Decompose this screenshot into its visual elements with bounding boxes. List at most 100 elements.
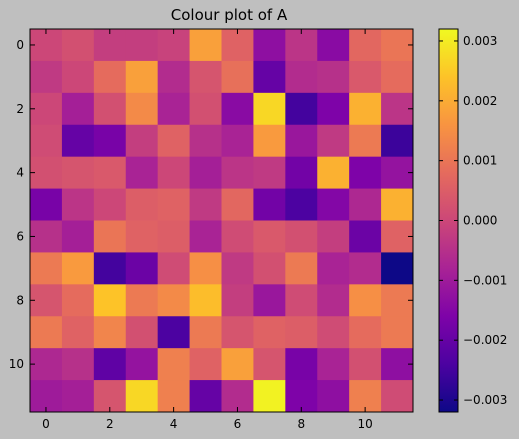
heatmap-cell xyxy=(317,29,350,62)
heatmap-cell xyxy=(157,316,190,349)
heatmap-cell xyxy=(189,316,222,349)
heatmap-cell xyxy=(317,92,350,126)
y-axis-ticks: 0 2 4 6 8 10 xyxy=(9,38,413,371)
colorbar-tick-label: 0.003 xyxy=(463,34,497,48)
heatmap-cell xyxy=(253,284,286,317)
heatmap-cell xyxy=(93,252,127,285)
colorbar-tick-label: 0.001 xyxy=(463,154,497,168)
heatmap-cell xyxy=(381,316,414,349)
heatmap-cell xyxy=(157,29,190,62)
heatmap-cell xyxy=(125,156,159,189)
heatmap-cell xyxy=(349,220,382,253)
heatmap-cell xyxy=(157,92,190,126)
heatmap-cell xyxy=(221,92,254,126)
heatmap-cell xyxy=(189,348,222,381)
heatmap-cell xyxy=(317,284,350,317)
heatmap-cell xyxy=(93,348,127,381)
heatmap-cell xyxy=(253,29,286,62)
heatmap-cell xyxy=(61,92,95,126)
heatmap-cell xyxy=(285,92,318,126)
heatmap-cell xyxy=(189,252,222,285)
heatmap-cell xyxy=(125,252,159,285)
heatmap-cell xyxy=(189,29,222,62)
colorbar-tick-label: −0.003 xyxy=(463,393,507,407)
heatmap-cell xyxy=(30,92,63,126)
heatmap-cell xyxy=(317,124,350,158)
heatmap-cell xyxy=(30,252,63,285)
heatmap-cell xyxy=(30,29,63,62)
heatmap-cell xyxy=(157,348,190,381)
heatmap-cell xyxy=(61,380,95,413)
x-tick-label: 8 xyxy=(297,417,305,431)
heatmap-cell xyxy=(93,284,127,317)
heatmap-cell xyxy=(93,60,127,94)
heatmap-cell xyxy=(157,124,190,158)
x-tick-label: 2 xyxy=(106,417,114,431)
heatmap-cell xyxy=(125,124,159,158)
colorbar-ticks: 0.003 0.002 0.001 0.000 −0.001 −0.002 −0.003 xyxy=(439,34,507,407)
heatmap-cell xyxy=(349,124,382,158)
heatmap-cell xyxy=(221,124,254,158)
heatmap-cell xyxy=(125,316,159,349)
heatmap-cell xyxy=(221,220,254,253)
heatmap-cell xyxy=(61,29,95,62)
heatmap-cell xyxy=(221,316,254,349)
heatmap-cell xyxy=(285,284,318,317)
heatmap-cell xyxy=(221,60,254,94)
heatmap-cell xyxy=(285,29,318,62)
heatmap-cell xyxy=(285,188,318,221)
heatmap-cell xyxy=(253,92,286,126)
heatmap-cell xyxy=(61,156,95,189)
heatmap-cell xyxy=(349,284,382,317)
heatmap-cell xyxy=(189,220,222,253)
heatmap-cell xyxy=(317,188,350,221)
y-tick-label: 8 xyxy=(16,293,24,307)
heatmap-cells xyxy=(30,29,414,413)
heatmap-cell xyxy=(125,348,159,381)
y-tick-label: 2 xyxy=(16,102,24,116)
x-axis-ticks: 0 2 4 6 8 10 xyxy=(42,29,373,431)
heatmap-cell xyxy=(381,252,414,285)
heatmap-cell xyxy=(253,252,286,285)
heatmap-cell xyxy=(30,316,63,349)
heatmap-cell xyxy=(317,156,350,189)
y-tick-label: 4 xyxy=(16,166,24,180)
colorbar-tick-label: −0.002 xyxy=(463,333,507,347)
heatmap-cell xyxy=(125,220,159,253)
heatmap-cell xyxy=(285,316,318,349)
heatmap-cell xyxy=(189,60,222,94)
heatmap-cell xyxy=(157,252,190,285)
heatmap-cell xyxy=(93,29,127,62)
heatmap-cell xyxy=(285,124,318,158)
heatmap-cell xyxy=(221,252,254,285)
heatmap-cell xyxy=(253,188,286,221)
heatmap-cell xyxy=(125,60,159,94)
heatmap-cell xyxy=(93,124,127,158)
colorbar-tick-label: 0.002 xyxy=(463,94,497,108)
heatmap-cell xyxy=(189,188,222,221)
heatmap-cell xyxy=(253,380,286,413)
heatmap-cell xyxy=(157,284,190,317)
heatmap-cell xyxy=(349,29,382,62)
colorbar-tick-label: 0.000 xyxy=(463,214,497,228)
heatmap-cell xyxy=(189,284,222,317)
heatmap-cell xyxy=(221,284,254,317)
heatmap-cell xyxy=(381,380,414,413)
heatmap-cell xyxy=(30,156,63,189)
heatmap-cell xyxy=(125,188,159,221)
heatmap-cell xyxy=(317,348,350,381)
heatmap-cell xyxy=(30,220,63,253)
heatmap-cell xyxy=(157,60,190,94)
heatmap-cell xyxy=(30,284,63,317)
heatmap-cell xyxy=(285,60,318,94)
heatmap-cell xyxy=(189,380,222,413)
heatmap-cell xyxy=(157,220,190,253)
heatmap-cell xyxy=(349,156,382,189)
x-tick-label: 6 xyxy=(234,417,242,431)
heatmap-cell xyxy=(285,252,318,285)
heatmap-cell xyxy=(253,60,286,94)
heatmap-cell xyxy=(61,284,95,317)
heatmap-cell xyxy=(157,188,190,221)
heatmap-cell xyxy=(349,92,382,126)
heatmap-cell xyxy=(317,252,350,285)
